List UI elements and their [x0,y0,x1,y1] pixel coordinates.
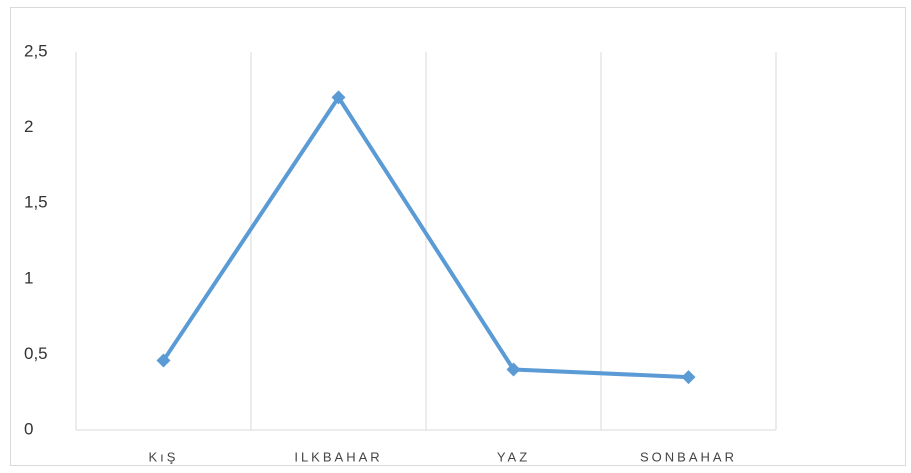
x-tick-label: YAZ [497,449,530,464]
chart-border [10,7,906,466]
marker [506,362,521,377]
y-tick-label: 1,5 [24,193,48,212]
line [161,95,689,380]
y-tick-label: 2 [24,117,33,136]
y-tick-label: 2,5 [24,41,48,60]
y-tick-label: 0 [24,419,33,438]
x-tick-label: ILKBAHAR [294,449,382,464]
marker [331,90,346,105]
y-tick-label: 1 [24,268,33,287]
x-tick-label: KıŞ [149,449,179,464]
x-tick-label: SONBAHAR [640,449,737,464]
y-tick-label: 0,5 [24,344,48,363]
marker [156,353,171,368]
marker [681,370,696,385]
